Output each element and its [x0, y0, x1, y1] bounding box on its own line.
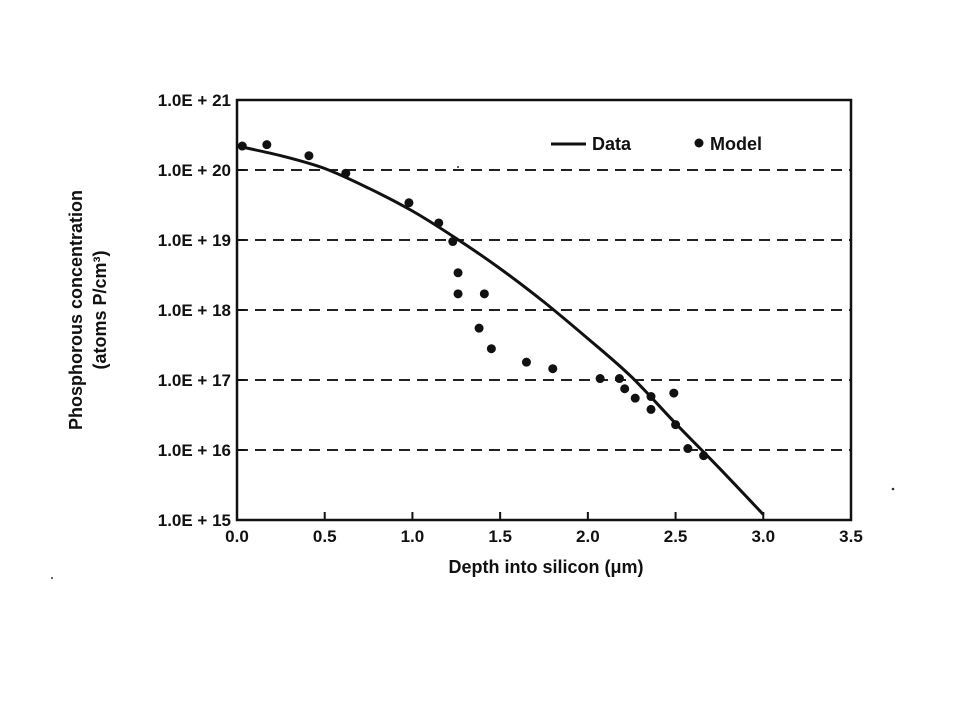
scan-speck	[891, 487, 895, 491]
x-tick-label: 3.5	[839, 527, 863, 546]
legend-marker-swatch	[694, 138, 704, 148]
model-point	[630, 393, 640, 403]
x-tick-label: 2.5	[664, 527, 688, 546]
model-point	[614, 374, 624, 384]
model-point	[304, 151, 314, 161]
model-point	[237, 141, 247, 151]
model-point	[479, 289, 489, 299]
model-point	[646, 404, 656, 414]
model-point	[341, 168, 351, 178]
model-point	[595, 374, 605, 384]
x-tick-label: 0.5	[313, 527, 337, 546]
model-point	[474, 323, 484, 333]
model-point	[262, 140, 272, 150]
model-point	[521, 357, 531, 367]
x-tick-label: 0.0	[225, 527, 249, 546]
x-tick-label: 2.0	[576, 527, 600, 546]
x-tick-labels: 0.0 0.5 1.0 1.5 2.0 2.5 3.0 3.5	[225, 527, 863, 546]
model-point	[646, 392, 656, 402]
y-axis-title-line2: (atoms P/cm³)	[90, 250, 110, 369]
model-point	[453, 289, 463, 299]
x-tick-label: 1.5	[488, 527, 512, 546]
model-point	[453, 268, 463, 278]
y-tick-label: 1.0E + 21	[158, 91, 231, 110]
model-point	[671, 420, 681, 430]
series-line-data	[236, 144, 765, 516]
legend: Data Model	[551, 134, 762, 154]
y-tick-labels: 1.0E + 15 1.0E + 16 1.0E + 17 1.0E + 18 1.0E…	[158, 91, 231, 530]
x-tick-label: 3.0	[751, 527, 775, 546]
legend-label-data: Data	[592, 134, 632, 154]
model-point	[486, 344, 496, 354]
model-point	[448, 237, 458, 247]
model-point	[404, 198, 414, 208]
model-point	[548, 364, 558, 374]
model-point	[669, 388, 679, 398]
y-tick-label: 1.0E + 19	[158, 231, 231, 250]
model-point	[434, 218, 444, 228]
scan-speck	[457, 166, 459, 168]
y-tick-label: 1.0E + 18	[158, 301, 231, 320]
y-tick-label: 1.0E + 17	[158, 371, 231, 390]
series-points-model	[237, 140, 709, 461]
y-tick-label: 1.0E + 15	[158, 511, 231, 530]
y-axis-title-line1: Phosphorous concentration	[66, 190, 86, 430]
model-point	[620, 384, 630, 394]
model-point	[683, 444, 693, 454]
scan-speck	[51, 577, 53, 579]
y-tick-label: 1.0E + 16	[158, 441, 231, 460]
axis-ticks	[236, 99, 852, 521]
x-tick-label: 1.0	[401, 527, 425, 546]
legend-label-model: Model	[710, 134, 762, 154]
x-axis-title: Depth into silicon (μm)	[448, 557, 643, 577]
y-tick-label: 1.0E + 20	[158, 161, 231, 180]
grid-lines	[237, 169, 851, 451]
model-point	[699, 451, 709, 461]
